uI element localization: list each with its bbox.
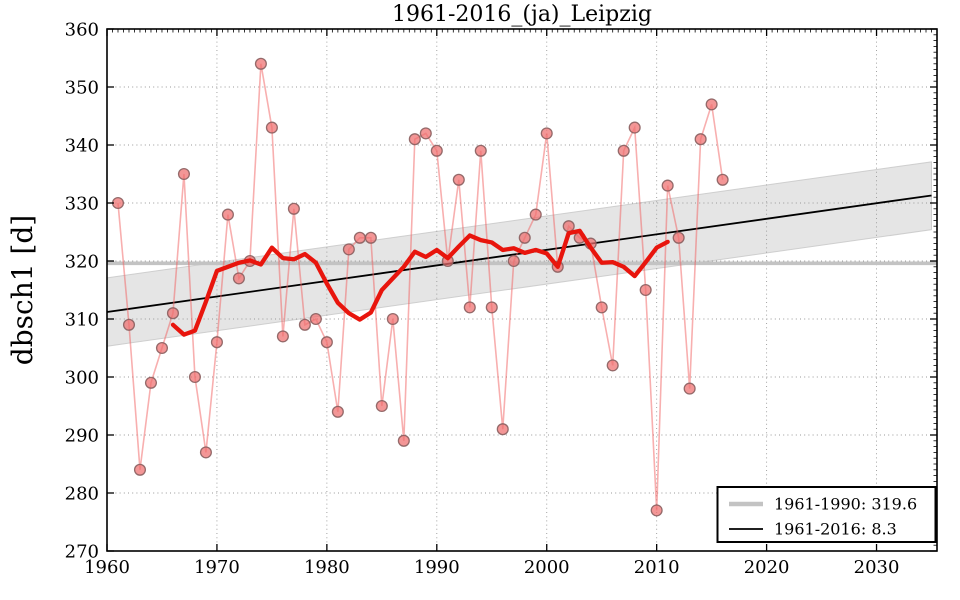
y-tick-label-320: 320: [65, 252, 99, 273]
data-point-1998: [518, 231, 531, 244]
x-tick-label-2000: 2000: [524, 557, 570, 578]
data-point-1968: [188, 370, 201, 384]
data-point-1961: [111, 196, 125, 210]
data-point-1996: [496, 423, 509, 436]
y-tick-label-330: 330: [65, 194, 99, 215]
legend-label-mean: 1961-1990: 319.6: [774, 495, 917, 514]
data-point-1972: [232, 272, 245, 285]
data-point-1993: [463, 301, 476, 314]
data-point-2006: [606, 359, 619, 372]
data-point-1975: [265, 121, 278, 134]
y-tick-label-350: 350: [65, 78, 99, 99]
data-point-1989: [419, 127, 432, 140]
data-point-1980: [320, 336, 333, 349]
data-point-1979: [309, 312, 322, 326]
data-point-1994: [474, 144, 487, 157]
x-tick-label-2020: 2020: [744, 557, 790, 578]
legend-label-trend: 1961-2016: 8.3: [774, 520, 897, 539]
data-point-1981: [331, 405, 344, 418]
data-point-1999: [529, 208, 542, 221]
tick-labels-layer: 1960 1970 1980 1990 2000 2010 2020 2030 270 280 29…: [65, 20, 900, 579]
data-point-1988: [408, 133, 421, 146]
chart-title: 1961-2016_(ja)_Leipzig: [392, 2, 652, 27]
data-point-1965: [155, 341, 169, 355]
y-tick-label-270: 270: [65, 542, 99, 563]
data-point-1982: [342, 243, 355, 256]
y-tick-label-290: 290: [65, 426, 99, 447]
data-point-1966: [166, 307, 180, 320]
x-tick-label-2030: 2030: [854, 557, 900, 578]
data-point-1986: [386, 312, 399, 326]
data-point-1963: [133, 463, 147, 476]
x-tick-label-2010: 2010: [634, 557, 680, 578]
data-point-2015: [705, 98, 718, 111]
data-point-1976: [276, 330, 289, 343]
x-tick-label-1990: 1990: [414, 557, 460, 578]
data-point-1997: [507, 254, 520, 268]
y-tick-label-300: 300: [65, 368, 99, 389]
legend-box: [716, 486, 937, 543]
x-tick-label-1980: 1980: [304, 557, 350, 578]
x-tick-label-1970: 1970: [194, 557, 240, 578]
legend: 1961-1990: 319.6 1961-2016: 8.3: [716, 486, 937, 543]
y-tick-label-310: 310: [65, 310, 99, 331]
data-point-2011: [661, 179, 674, 192]
data-point-1984: [364, 231, 377, 244]
data-point-1977: [287, 202, 300, 215]
annual-series-layer: [111, 57, 729, 517]
data-point-2016: [716, 173, 729, 186]
data-point-2002: [562, 220, 575, 233]
data-point-1967: [177, 167, 191, 181]
x-tick-label-1960: 1960: [84, 557, 130, 578]
smoothed-series-layer: [170, 228, 670, 337]
smoothed-line: [170, 228, 670, 337]
y-tick-label-340: 340: [65, 136, 99, 157]
annual-line: [117, 63, 724, 511]
data-point-1987: [397, 434, 410, 447]
data-point-1985: [375, 399, 388, 413]
data-point-1969: [199, 446, 212, 459]
trend-line: [106, 194, 932, 313]
data-point-1995: [485, 301, 498, 314]
data-point-1983: [353, 231, 366, 244]
data-point-1970: [210, 336, 223, 349]
data-point-2012: [672, 231, 685, 244]
y-tick-label-360: 360: [65, 20, 99, 41]
data-point-2000: [540, 127, 553, 140]
data-point-2013: [683, 382, 696, 395]
data-point-2007: [617, 144, 630, 157]
data-point-1974: [254, 57, 267, 70]
y-tick-label-280: 280: [65, 484, 99, 505]
grid-layer: [107, 29, 937, 551]
data-point-2009: [639, 283, 652, 297]
data-point-1990: [430, 144, 443, 157]
data-point-1962: [122, 318, 136, 331]
data-point-2005: [595, 301, 608, 314]
data-point-1978: [298, 318, 311, 331]
data-point-2014: [694, 133, 707, 146]
y-axis-label: dbsch1 [d]: [6, 215, 39, 365]
data-point-1964: [144, 376, 158, 389]
data-point-1971: [221, 208, 234, 221]
data-point-2010: [650, 504, 663, 517]
data-point-2008: [628, 121, 641, 134]
data-point-1992: [452, 173, 465, 186]
